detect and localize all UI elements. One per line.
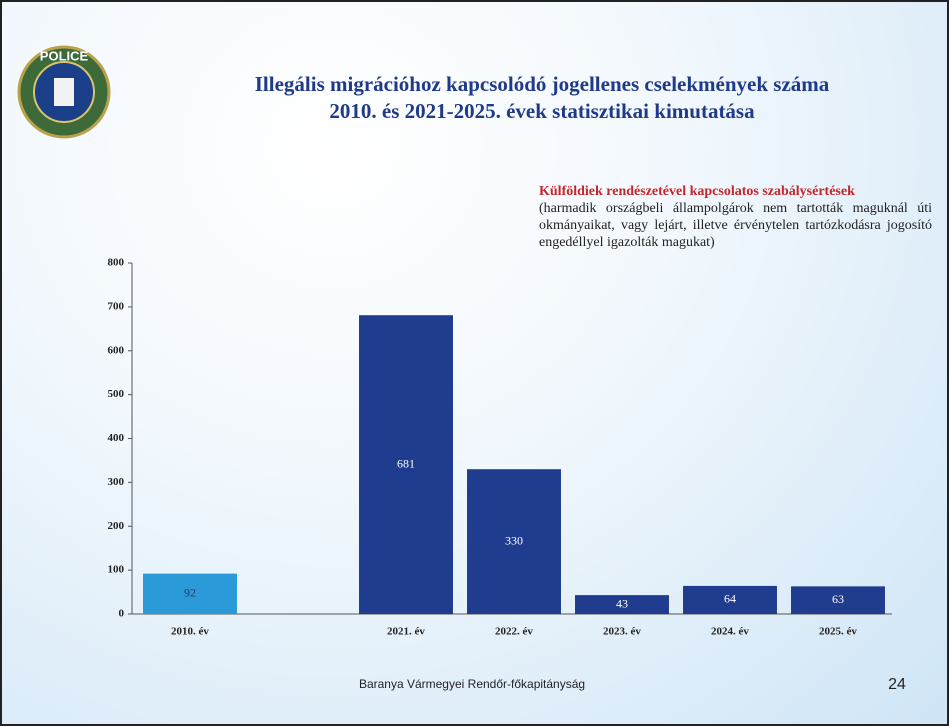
- chart-title: 2010. és 2021-2025. évek statisztikai ki…: [329, 99, 755, 123]
- value-label: 64: [724, 592, 736, 606]
- value-label: 330: [505, 533, 523, 547]
- bar: [683, 585, 777, 614]
- logo-text: POLICE: [40, 48, 89, 63]
- bar: [143, 573, 237, 614]
- bar: [467, 469, 561, 614]
- y-tick-label: 300: [108, 476, 125, 488]
- bar: [359, 315, 453, 614]
- y-tick-label: 600: [108, 344, 125, 356]
- bar: [791, 586, 885, 614]
- y-tick-label: 0: [119, 608, 125, 620]
- page-number: 24: [888, 676, 906, 693]
- value-label: 92: [184, 586, 196, 600]
- police-logo: POLICE: [17, 45, 111, 139]
- chart-title: Illegális migrációhoz kapcsolódó jogelle…: [255, 72, 830, 96]
- y-tick-label: 100: [108, 564, 125, 576]
- bar: [575, 595, 669, 614]
- annotation-text: (harmadik országbeli állampolgárok nem t…: [539, 201, 932, 250]
- x-tick-label: 2025. év: [819, 626, 857, 638]
- x-tick-label: 2022. év: [495, 626, 533, 638]
- x-tick-label: 2023. év: [603, 626, 641, 638]
- value-label: 63: [832, 592, 844, 606]
- annotation: Külföldiek rendészetével kapcsolatos sza…: [539, 183, 932, 251]
- y-tick-label: 400: [108, 432, 125, 444]
- x-tick-label: 2024. év: [711, 626, 749, 638]
- footer: Baranya Vármegyei Rendőr-főkapitányság: [359, 677, 585, 691]
- value-label: 43: [616, 596, 628, 610]
- y-tick-label: 700: [108, 300, 125, 312]
- y-tick-label: 200: [108, 520, 125, 532]
- annotation-title: Külföldiek rendészetével kapcsolatos sza…: [539, 184, 855, 199]
- x-tick-label: 2010. év: [171, 626, 209, 638]
- y-tick-label: 500: [108, 388, 125, 400]
- x-tick-label: 2021. év: [387, 626, 425, 638]
- value-label: 681: [397, 456, 415, 470]
- y-tick-label: 800: [108, 257, 125, 269]
